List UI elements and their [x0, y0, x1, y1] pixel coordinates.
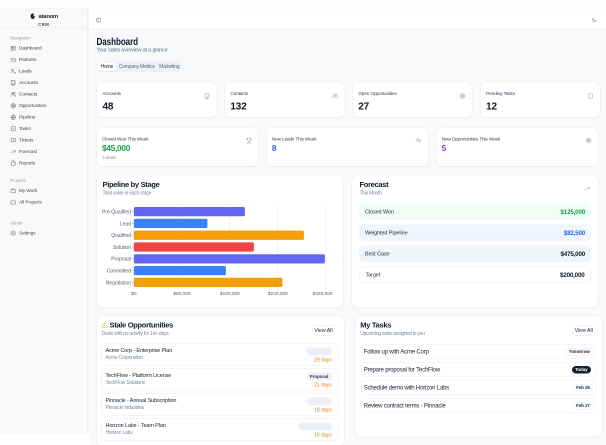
svg-text:$0: $0	[131, 291, 137, 297]
svg-text:$160,000: $160,000	[220, 291, 240, 297]
svg-text:$80,000: $80,000	[173, 291, 191, 297]
svg-text:$320,000: $320,000	[313, 291, 333, 297]
svg-text:Solution: Solution	[113, 245, 131, 251]
svg-text:Proposal: Proposal	[111, 257, 131, 263]
svg-text:Committed: Committed	[107, 269, 131, 275]
svg-text:Pre-Qualified: Pre-Qualified	[102, 210, 131, 216]
svg-text:Lead: Lead	[120, 221, 131, 227]
svg-text:Negotiation: Negotiation	[106, 280, 132, 286]
svg-text:Qualified: Qualified	[111, 233, 131, 239]
svg-text:$240,000: $240,000	[268, 291, 288, 297]
